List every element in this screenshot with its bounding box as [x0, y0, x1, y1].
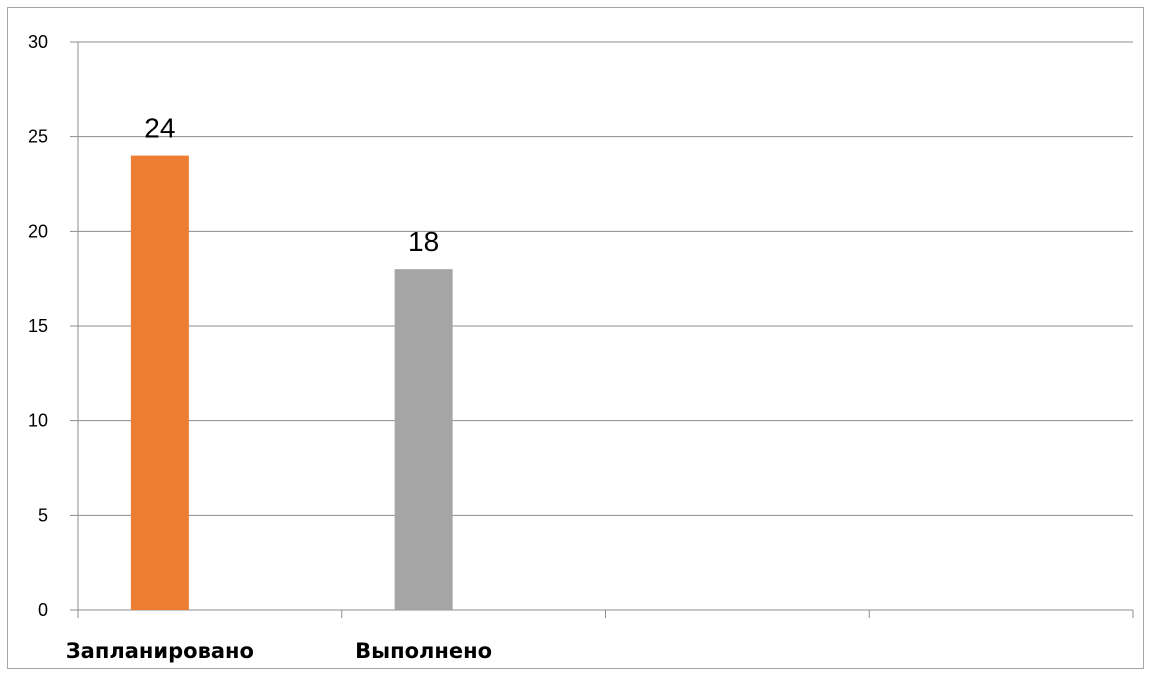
x-category-label: Запланировано: [66, 639, 254, 663]
y-tick-label: 30: [28, 32, 48, 52]
data-label: 24: [144, 113, 175, 144]
bar: [394, 269, 453, 610]
gridlines: [70, 41, 1133, 516]
axes: [70, 42, 1134, 618]
y-tick-label: 15: [28, 316, 48, 336]
y-tick-label: 0: [38, 600, 48, 620]
y-tick-label: 20: [28, 221, 48, 241]
bars: [130, 155, 453, 610]
y-tick-label: 25: [28, 127, 48, 147]
labels: 0 5 10 15 20 25 30 24 Запланировано 18 Выполнено: [28, 32, 492, 663]
chart-frame: [7, 7, 1144, 669]
x-category-label: Выполнено: [355, 639, 492, 663]
y-tick-label: 10: [28, 411, 48, 431]
data-label: 18: [408, 226, 439, 257]
y-tick-label: 5: [38, 505, 48, 525]
bar: [130, 155, 189, 610]
